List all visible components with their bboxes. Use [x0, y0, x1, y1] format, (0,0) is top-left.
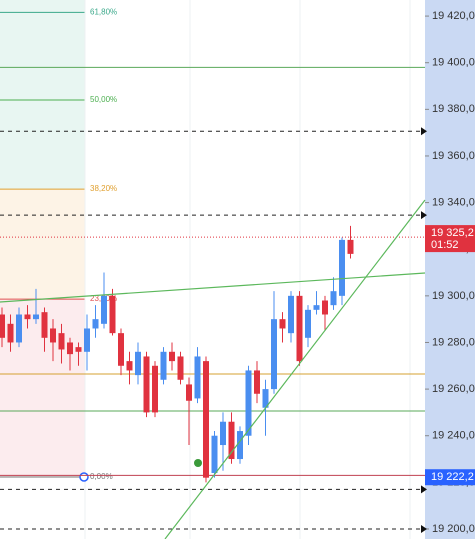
level-marker [421, 211, 427, 220]
candle-body [33, 314, 39, 320]
candle-body [75, 347, 82, 352]
level-marker [421, 485, 427, 494]
candle-body [118, 333, 124, 366]
candle-body [109, 295, 116, 334]
candle-body [41, 312, 48, 338]
candle-body [50, 328, 56, 343]
candle-body [7, 323, 14, 343]
candle-body [322, 300, 328, 315]
candle-body [194, 356, 201, 399]
grid [84, 0, 411, 539]
candle-body [211, 435, 218, 474]
y-tick-label: 19 280,0 [432, 336, 475, 348]
candle-body [339, 239, 345, 296]
y-tick-label: 19 240,0 [432, 430, 475, 442]
candle-body [92, 319, 99, 329]
marker-price-box [425, 469, 475, 486]
candle-body [160, 351, 167, 380]
candle-body [135, 351, 141, 376]
y-tick-label: 19 260,0 [432, 383, 475, 395]
candle-body [220, 421, 226, 446]
candle-body [296, 295, 303, 362]
marker-price-label: 19 222,2 [431, 471, 474, 483]
candle-body [126, 361, 133, 371]
candle-body [84, 328, 90, 352]
candle-body [262, 389, 269, 408]
candle-body [237, 431, 243, 460]
y-tick-label: 19 200,0 [432, 523, 475, 535]
candle-body [313, 305, 320, 310]
fib-label: 0,00% [90, 472, 113, 481]
candle-body [152, 365, 158, 413]
candle-body [288, 295, 294, 334]
candle-body [347, 239, 354, 254]
last-price-box [425, 225, 475, 253]
y-tick-label: 19 340,0 [432, 196, 475, 208]
level-marker [421, 524, 427, 533]
candle-body [279, 319, 286, 329]
candle-body [228, 421, 235, 460]
candle-body [101, 295, 107, 324]
y-tick-label: 19 420,0 [432, 10, 475, 22]
candle-body [245, 370, 252, 436]
level-marker [421, 127, 427, 136]
y-tick-label: 19 300,0 [432, 290, 475, 302]
anchor-point [79, 472, 89, 482]
y-tick-label: 19 400,0 [432, 57, 475, 69]
background [0, 0, 85, 478]
candle-body [24, 314, 31, 320]
candle-body [169, 351, 175, 362]
candle-body [254, 370, 260, 394]
y-tick-label: 19 380,0 [432, 103, 475, 115]
event-icon [194, 459, 202, 467]
fib-label: 38,20% [90, 184, 117, 193]
candle-body [67, 342, 73, 355]
fib-label: 61,80% [90, 7, 117, 16]
candle-body [186, 384, 192, 401]
candle-body [305, 309, 311, 338]
candle-body [0, 314, 5, 338]
candle-body [143, 356, 150, 413]
price-axis [425, 0, 475, 539]
candle-body [58, 333, 65, 350]
candle-body [203, 361, 209, 478]
fib-zone [0, 189, 85, 300]
fib-label: 50,00% [90, 95, 117, 104]
candle-body [177, 356, 184, 380]
candle-body [271, 319, 277, 390]
trend-line [0, 272, 426, 303]
countdown: 01:52 [431, 239, 459, 251]
fib-zone [0, 0, 85, 190]
last-price-label: 19 325,2 [431, 227, 474, 239]
candle-body [330, 291, 337, 306]
plot: 61,80%50,00%38,20%23,60%0,00%19 200,019 … [0, 7, 475, 535]
trend-line [164, 199, 426, 539]
y-tick-label: 19 360,0 [432, 150, 475, 162]
candle-body [16, 314, 22, 343]
